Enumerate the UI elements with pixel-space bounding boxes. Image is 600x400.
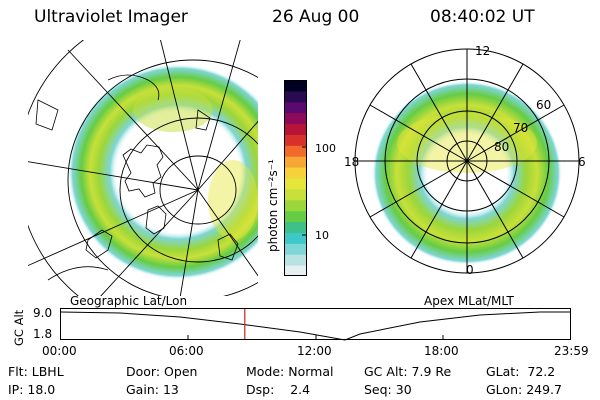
timeline-tick-0600: 06:00 [169, 344, 204, 358]
geographic-map [28, 40, 258, 296]
timeline-ymin: 1.8 [33, 327, 53, 341]
status-mode: Mode: Normal [246, 364, 334, 379]
colorbar-band [284, 112, 307, 125]
status-glon: GLon: 249.7 [486, 382, 562, 397]
geographic-caption: Geographic Lat/Lon [70, 294, 188, 308]
status-ip: IP: 18.0 [8, 382, 56, 397]
coastlines [35, 74, 239, 281]
mlt-label-6: 6 [578, 155, 586, 169]
colorbar-band [284, 178, 307, 190]
status-dsp: Dsp: 2.4 [246, 382, 311, 397]
instrument-title: Ultraviolet Imager [34, 7, 188, 27]
mlat-label-70: 70 [513, 121, 529, 135]
polar-plot [354, 48, 580, 274]
colorbar-band [284, 221, 307, 233]
mlt-label-18: 18 [344, 155, 360, 169]
timeline-tick-2359: 23:59 [554, 344, 589, 358]
colorbar-band [284, 80, 307, 92]
colorbar [284, 80, 307, 276]
colorbar-tick-100: 100 [315, 142, 336, 155]
colorbar-band [284, 232, 307, 244]
colorbar-band [284, 101, 307, 114]
status-gain: Gain: 13 [126, 382, 179, 397]
colorbar-band [284, 167, 307, 179]
auroral-oval-geographic [68, 64, 258, 280]
status-seq: Seq: 30 [364, 382, 412, 397]
status-door: Door: Open [126, 364, 198, 379]
colorbar-band [284, 188, 307, 201]
altitude-timeline [60, 308, 571, 341]
status-flt: Flt: LBHL [8, 364, 64, 379]
mlt-label-12: 12 [475, 44, 491, 58]
polar-grid [354, 48, 580, 274]
colorbar-band [284, 254, 307, 266]
timeline-tick-1800: 18:00 [424, 344, 459, 358]
date-label: 26 Aug 00 [272, 7, 360, 27]
status-gcalt: GC Alt: 7.9 Re [364, 364, 452, 379]
timeline-ylabel: GC Alt [12, 309, 26, 346]
colorbar-band [284, 243, 307, 255]
altitude-curve [60, 311, 570, 341]
magnetic-caption: Apex MLat/MLT [424, 294, 514, 308]
timeline-tick-1200: 12:00 [297, 344, 332, 358]
colorbar-band [284, 90, 307, 103]
colorbar-unit-label: photon cm⁻²s⁻¹ [266, 159, 280, 252]
timeline-ymax: 9.0 [33, 306, 53, 320]
colorbar-band [284, 134, 307, 146]
mlt-label-0: 0 [466, 263, 474, 277]
colorbar-band [284, 210, 307, 223]
mlat-label-60: 60 [536, 98, 552, 112]
lat-lon-grid [28, 40, 258, 296]
colorbar-band [284, 199, 307, 212]
colorbar-band [284, 123, 307, 135]
timeline-tick-0000: 00:00 [42, 344, 77, 358]
status-glat: GLat: 72.2 [486, 364, 556, 379]
colorbar-band [284, 265, 307, 276]
colorbar-tick-10: 10 [315, 229, 329, 242]
mlat-label-80: 80 [494, 140, 510, 154]
colorbar-band [284, 156, 307, 168]
time-label: 08:40:02 UT [430, 7, 535, 27]
colorbar-band [284, 145, 307, 157]
